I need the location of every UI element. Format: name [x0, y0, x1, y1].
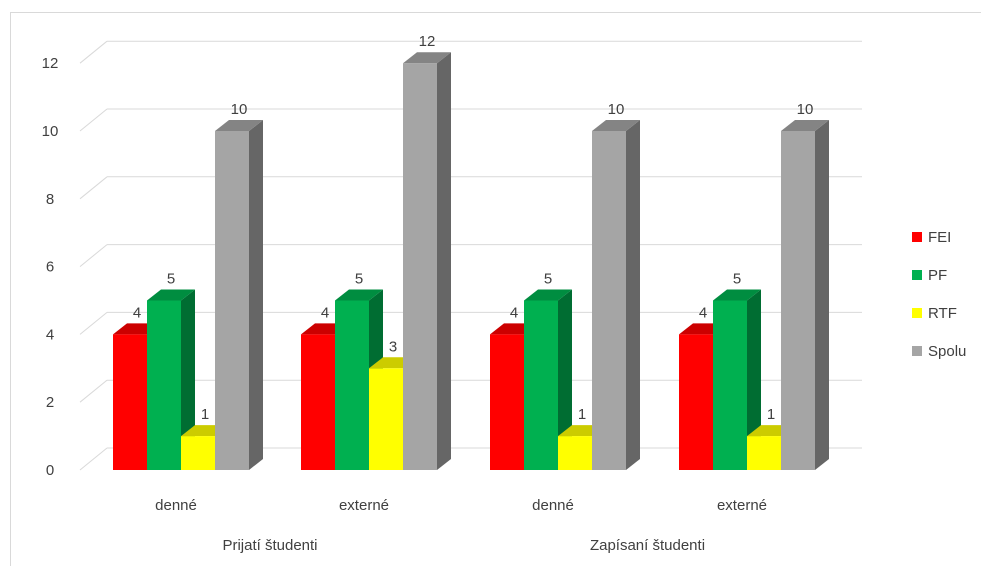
data-label-fei: 4: [510, 304, 518, 321]
bar-spolu-1: [403, 52, 451, 470]
legend: FEI PF RTF Spolu: [912, 229, 966, 360]
y-tick-label: 4: [46, 326, 54, 343]
bar-top: [403, 52, 451, 64]
group-label: Zapísaní študenti: [590, 537, 705, 554]
y-tick-label: 12: [42, 55, 59, 72]
bar-side: [437, 52, 451, 470]
bar-front: [524, 300, 558, 470]
legend-label-fei: FEI: [928, 229, 951, 246]
bar-side: [181, 289, 195, 470]
bar-top: [713, 289, 761, 301]
y-tick-label: 10: [42, 123, 59, 140]
y-axis: 0 2 4 6 8 10 12: [42, 55, 59, 479]
bar-top: [781, 120, 829, 131]
data-label-rtf: 3: [389, 338, 397, 355]
bar-front: [335, 300, 369, 470]
gridline-diagonal: [79, 40, 108, 64]
y-tick-label: 8: [46, 191, 54, 208]
category-label: externé: [717, 497, 767, 514]
data-label-fei: 4: [699, 304, 707, 321]
data-label-pf: 5: [544, 271, 552, 288]
data-label-spolu: 12: [419, 33, 436, 50]
bar-front: [490, 334, 524, 470]
category-label: denné: [532, 497, 574, 514]
bar-front: [747, 436, 781, 470]
bar-front: [301, 334, 335, 470]
bar-pf-3: [713, 289, 761, 470]
bars: [113, 52, 829, 470]
legend-swatch-spolu: [912, 346, 922, 356]
bar-side: [558, 289, 572, 470]
bar-side: [249, 120, 263, 470]
bar-side: [626, 120, 640, 470]
bar-spolu-2: [592, 120, 640, 470]
bar-front: [181, 436, 215, 470]
bar-top: [147, 289, 195, 301]
data-labels: 4 5 1 10 4 5 3 12 4 5 1 10 4 5 1 10: [133, 33, 814, 423]
bar-front: [215, 131, 249, 470]
bar-top: [215, 120, 263, 131]
bar-top: [592, 120, 640, 131]
data-label-pf: 5: [355, 271, 363, 288]
legend-label-pf: PF: [928, 267, 947, 284]
data-label-pf: 5: [167, 271, 175, 288]
bar-front: [713, 300, 747, 470]
bar-spolu-3: [781, 120, 829, 470]
data-label-rtf: 1: [578, 406, 586, 423]
category-label: externé: [339, 497, 389, 514]
data-label-spolu: 10: [608, 101, 625, 118]
x-axis: denné externé denné externé Prijatí študenti…: [155, 497, 767, 554]
legend-swatch-pf: [912, 270, 922, 280]
group-label: Prijatí študenti: [222, 537, 317, 554]
bar-front: [113, 334, 147, 470]
bar-pf-2: [524, 289, 572, 470]
y-tick-label: 2: [46, 394, 54, 411]
bar-pf-0: [147, 289, 195, 470]
legend-label-rtf: RTF: [928, 305, 957, 322]
bar-top: [524, 289, 572, 301]
bar-front: [781, 131, 815, 470]
bar-front: [558, 436, 592, 470]
gridline-diagonal: [79, 379, 108, 403]
y-tick-label: 6: [46, 259, 54, 276]
legend-label-spolu: Spolu: [928, 343, 966, 360]
data-label-fei: 4: [133, 304, 141, 321]
data-label-fei: 4: [321, 304, 329, 321]
y-tick-label: 0: [46, 462, 54, 479]
bar-front: [369, 368, 403, 470]
bar-side: [815, 120, 829, 470]
data-label-spolu: 10: [797, 101, 814, 118]
bar-spolu-0: [215, 120, 263, 470]
data-label-pf: 5: [733, 271, 741, 288]
data-label-spolu: 10: [231, 101, 248, 118]
bar-top: [335, 289, 383, 301]
bar-front: [679, 334, 713, 470]
bar-front: [403, 63, 437, 470]
data-label-rtf: 1: [201, 406, 209, 423]
bar-front: [147, 300, 181, 470]
bar-side: [747, 289, 761, 470]
gridline-diagonal: [79, 447, 108, 471]
gridline-diagonal: [79, 176, 108, 200]
legend-swatch-fei: [912, 232, 922, 242]
bar-front: [592, 131, 626, 470]
gridline-diagonal: [79, 108, 108, 132]
bar-pf-1: [335, 289, 383, 470]
category-label: denné: [155, 497, 197, 514]
legend-swatch-rtf: [912, 308, 922, 318]
gridline-diagonal: [79, 312, 108, 335]
chart-frame: [10, 12, 981, 566]
data-label-rtf: 1: [767, 406, 775, 423]
gridline-diagonal: [79, 244, 108, 267]
